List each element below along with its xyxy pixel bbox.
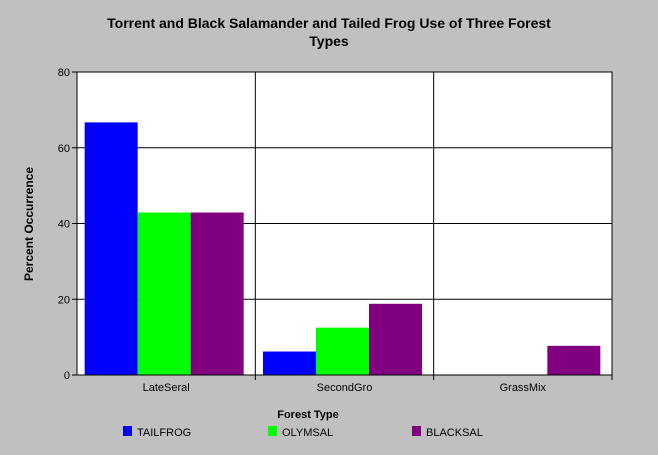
- x-tick-label: SecondGro: [317, 382, 373, 394]
- y-tick-label: 20: [58, 294, 70, 306]
- bar-tailfrog-secondgro: [263, 351, 316, 375]
- legend-swatch-olymsal: [268, 426, 277, 436]
- legend-swatch-tailfrog: [123, 426, 132, 436]
- bars-layer: [84, 122, 601, 375]
- x-tick-label: GrassMix: [500, 382, 547, 394]
- legend-swatch-blacksal: [412, 426, 421, 436]
- x-axis-label: Forest Type: [277, 409, 339, 421]
- x-tick-label: LateSeral: [143, 382, 190, 394]
- axis-layer: 0 20 40 60 80 LateSeral SecondGro GrassMix: [58, 67, 613, 394]
- legend: TAILFROG OLYMSAL BLACKSAL: [123, 426, 483, 439]
- chart-title-line-2: Types: [309, 33, 349, 49]
- legend-label-blacksal: BLACKSAL: [426, 427, 483, 439]
- bar-tailfrog-lateseral: [84, 122, 138, 375]
- y-tick-label: 60: [58, 143, 70, 155]
- bar-blacksal-lateseral: [190, 212, 244, 375]
- legend-label-olymsal: OLYMSAL: [282, 427, 333, 439]
- y-tick-label: 0: [64, 370, 70, 382]
- bar-olymsal-lateseral: [137, 212, 191, 375]
- y-tick-label: 40: [58, 219, 70, 231]
- bar-blacksal-grassmix: [547, 345, 601, 375]
- chart-title-line-1: Torrent and Black Salamander and Tailed …: [107, 15, 551, 31]
- y-tick-label: 80: [58, 67, 70, 79]
- y-axis-label: Percent Occurrence: [22, 167, 36, 281]
- bar-blacksal-secondgro: [369, 303, 422, 375]
- bar-olymsal-secondgro: [316, 327, 369, 375]
- chart-title: Torrent and Black Salamander and Tailed …: [0, 14, 658, 50]
- legend-label-tailfrog: TAILFROG: [137, 427, 191, 439]
